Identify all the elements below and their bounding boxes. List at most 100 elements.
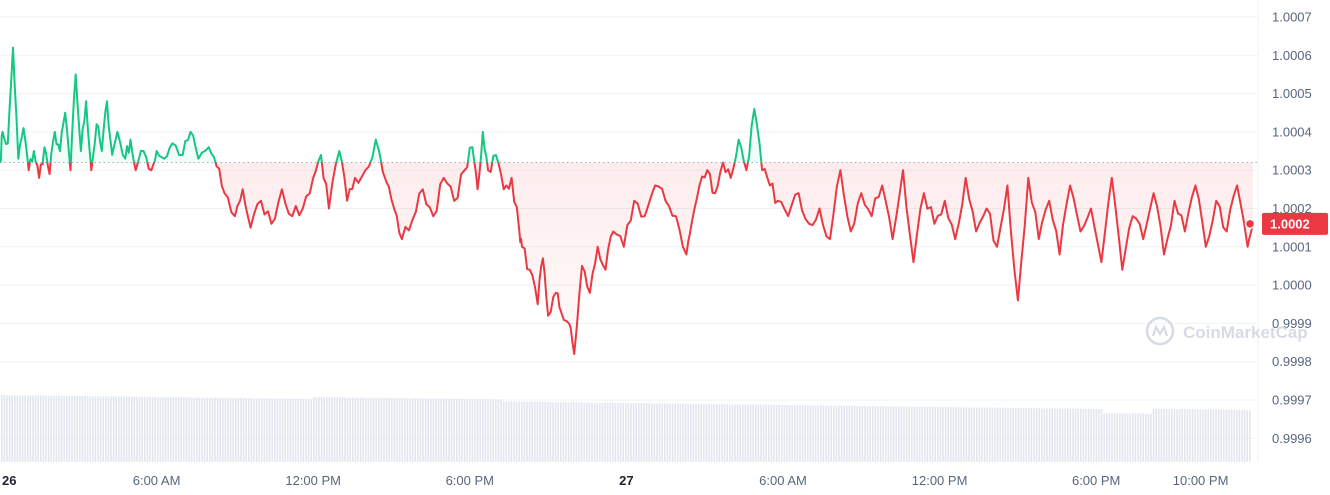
volume-bar [266,398,268,462]
volume-bar [526,401,528,462]
volume-bar [404,398,406,462]
volume-bar [1100,409,1103,462]
volume-bar [1046,408,1048,462]
volume-bar [388,398,390,462]
volume-bar [1145,413,1147,462]
volume-bar [799,405,801,462]
volume-bar [627,403,630,462]
volume-bar [749,404,752,462]
volume-bar [443,398,445,462]
y-tick-label: 0.9999 [1272,316,1312,331]
volume-bar [882,406,884,462]
volume-bar [185,397,188,462]
volume-bar [310,399,312,462]
volume-bar [492,399,494,462]
volume-bar [755,404,757,462]
volume-bar [497,399,500,462]
volume-bar [81,396,84,462]
volume-bar [1038,408,1040,462]
volume-bar [739,404,741,462]
volume-bar [206,397,208,462]
volume-bar [1189,409,1191,462]
volume-bar [1181,409,1183,462]
volume-bar [690,403,692,462]
volume-bar [253,398,255,462]
volume-bar [708,404,710,462]
volume-bar [482,399,484,462]
volume-bar [1142,413,1144,462]
volume-bar [1022,408,1025,462]
volume-bar [731,404,734,462]
volume-bar [994,407,996,462]
volume-bar [128,396,130,462]
y-tick-label: 1.0003 [1272,163,1312,178]
volume-bar [950,407,952,462]
volume-bar [469,399,471,462]
x-tick-label: 10:00 PM [1173,473,1229,488]
volume-bar [978,407,981,462]
volume-bar [1124,413,1126,462]
volume-bar [718,404,721,462]
volume-bar [916,406,918,462]
volume-bar [1152,408,1155,462]
price-line-down [0,162,1254,355]
volume-bar [406,398,409,462]
volume-bar [580,402,583,462]
volume-bar [367,397,370,462]
volume-bar [625,403,627,462]
volume-bar [393,398,396,462]
volume-bar [632,403,635,462]
volume-bar [245,398,247,462]
volume-bar [177,397,180,462]
volume-bar [435,398,437,462]
x-tick-label: 6:00 PM [1072,473,1120,488]
volume-bar [320,397,323,462]
volume-bar [713,404,715,462]
volume-bar [926,406,929,462]
volume-bar [263,398,266,462]
volume-bar [638,403,640,462]
volume-bar [1139,413,1142,462]
volume-bar [84,396,86,462]
volume-bar [536,401,539,462]
volume-bar [357,397,359,462]
volume-bar [183,397,185,462]
volume-bar [833,405,835,462]
volume-bar [297,398,299,462]
volume-bar [136,396,138,462]
volume-bar [284,398,286,462]
volume-bar [50,395,52,462]
volume-bar [274,398,276,462]
volume-bar [760,404,762,462]
volume-bar [79,396,81,462]
volume-bar [63,395,65,462]
volume-bar [619,402,622,462]
volume-bar [466,399,468,462]
volume-bar [924,406,926,462]
volume-bar [838,405,840,462]
volume-bar [1155,408,1157,462]
volume-bar [505,401,507,462]
volume-bar [209,397,211,462]
volume-bar [1116,413,1118,462]
volume-bar [859,406,861,462]
volume-bar [362,397,364,462]
volume-bar [453,398,455,462]
volume-bar [326,397,328,462]
volume-bar [110,396,112,462]
current-price-tag: 1.0002 [1262,212,1328,235]
volume-bar [94,396,97,462]
volume-bar [521,401,523,462]
volume-bar [24,395,26,462]
current-price-label: 1.0002 [1270,216,1310,231]
volume-bar [934,407,936,462]
volume-bar [781,405,783,462]
volume-bar [289,398,292,462]
volume-bar [593,402,596,462]
volume-bar [352,397,354,462]
volume-bar [1160,408,1163,462]
volume-bar [609,402,611,462]
volume-bar [606,402,609,462]
volume-bar [796,405,799,462]
